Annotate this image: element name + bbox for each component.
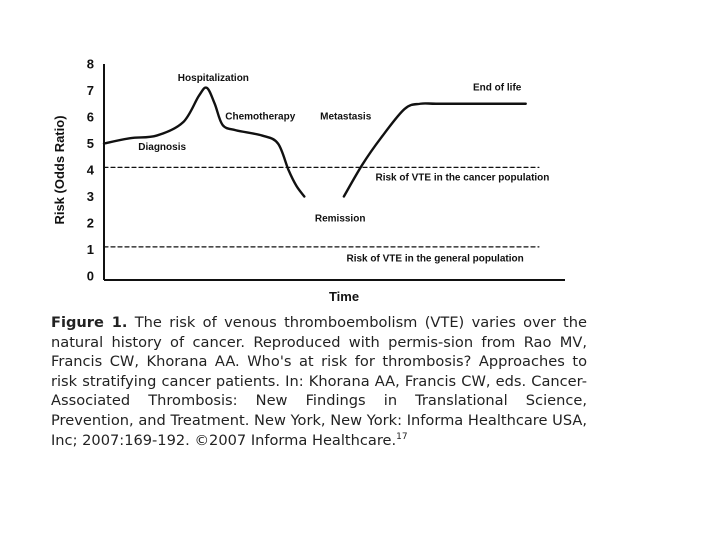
- y-tick-label: 4: [87, 163, 95, 178]
- x-axis-label: Time: [329, 289, 359, 304]
- annotation-label: Risk of VTE in the general population: [346, 253, 523, 264]
- risk-curve: [342, 102, 527, 198]
- y-tick-labels: 0 1 2 3 4 5 6 7 8: [87, 57, 95, 284]
- chart-annotations: Hospitalization Chemotherapy Metastasis End…: [138, 73, 549, 264]
- chart-lines: [102, 86, 540, 248]
- reference-number: 17: [396, 431, 408, 442]
- y-tick-label: 0: [87, 269, 94, 284]
- figure-caption: Figure 1. The risk of venous thromboembo…: [51, 313, 587, 450]
- caption-text: The risk of venous thromboembolism (VTE)…: [51, 314, 587, 449]
- y-tick-label: 8: [87, 57, 94, 72]
- annotation-label: Hospitalization: [178, 73, 249, 84]
- y-tick-label: 7: [87, 83, 94, 98]
- annotation-label: Chemotherapy: [225, 112, 295, 123]
- annotation-label: Diagnosis: [138, 142, 186, 153]
- y-tick-label: 2: [87, 216, 94, 231]
- y-axis-label: Risk (Odds Ratio): [52, 115, 67, 224]
- annotation-label: Risk of VTE in the cancer population: [375, 173, 549, 184]
- y-tick-label: 3: [87, 189, 94, 204]
- y-tick-label: 1: [87, 242, 94, 257]
- y-tick-label: 5: [87, 136, 94, 151]
- y-tick-label: 6: [87, 110, 94, 125]
- chart-axes: [103, 64, 565, 281]
- annotation-label: Metastasis: [320, 112, 372, 123]
- figure-number: Figure 1.: [51, 314, 128, 331]
- vte-risk-chart: 0 1 2 3 4 5 6 7 8 Hospitalization Chemotherapy Met…: [52, 57, 565, 304]
- risk-curve: [102, 86, 306, 198]
- annotation-label: End of life: [473, 83, 522, 94]
- annotation-label: Remission: [315, 214, 366, 225]
